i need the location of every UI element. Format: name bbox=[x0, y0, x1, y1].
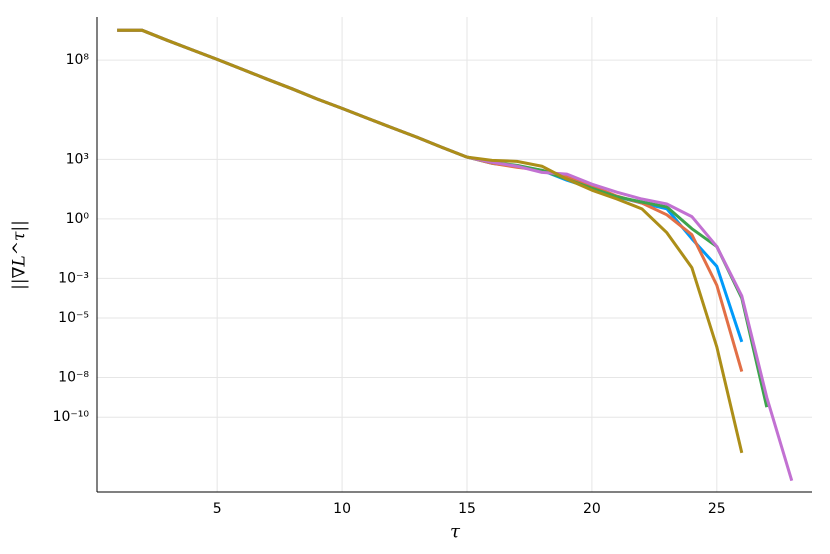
y-tick-label: 10⁻⁵ bbox=[58, 310, 89, 326]
series-line bbox=[117, 28, 744, 343]
y-tick-label: 10⁻¹⁰ bbox=[53, 409, 90, 425]
y-tick-label: 10⁰ bbox=[66, 211, 90, 227]
x-axis-label: τ bbox=[450, 521, 461, 542]
y-tick-label: 10⁻³ bbox=[58, 270, 89, 286]
y-tick-label: 10⁻⁸ bbox=[58, 370, 89, 386]
series-line bbox=[117, 28, 794, 482]
x-tick-label: 10 bbox=[333, 501, 351, 517]
series-line bbox=[117, 28, 744, 454]
x-tick-label: 15 bbox=[458, 501, 476, 517]
y-axis-label: ||∇L^τ|| bbox=[10, 220, 30, 290]
x-tick-label: 25 bbox=[708, 501, 726, 517]
y-tick-label: 10³ bbox=[66, 151, 89, 167]
y-tick-label: 10⁸ bbox=[66, 52, 90, 68]
x-tick-label: 5 bbox=[213, 501, 222, 517]
x-tick-label: 20 bbox=[583, 501, 601, 517]
